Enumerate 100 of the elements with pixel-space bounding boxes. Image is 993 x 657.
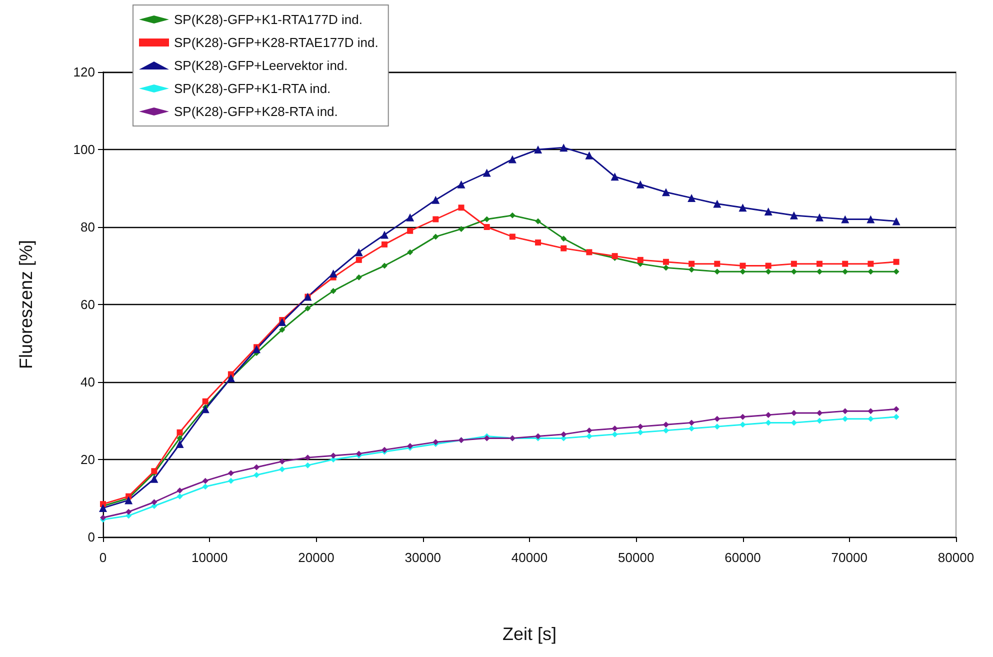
legend-label: SP(K28)-GFP+K1-RTA177D ind. bbox=[174, 12, 362, 27]
point bbox=[713, 200, 722, 208]
point bbox=[509, 234, 516, 240]
point bbox=[279, 326, 286, 333]
point bbox=[151, 499, 158, 506]
point bbox=[560, 144, 568, 152]
point bbox=[279, 458, 286, 464]
point bbox=[278, 318, 286, 326]
point bbox=[381, 241, 388, 248]
point bbox=[740, 414, 746, 420]
point bbox=[254, 472, 260, 478]
point bbox=[662, 422, 669, 428]
point bbox=[612, 431, 618, 438]
x-tick-label: 40000 bbox=[511, 550, 548, 565]
y-tick-label: 100 bbox=[73, 142, 95, 157]
point bbox=[688, 266, 695, 273]
point bbox=[458, 226, 464, 232]
point bbox=[842, 260, 848, 267]
point bbox=[279, 466, 286, 472]
point bbox=[765, 268, 772, 275]
point bbox=[176, 440, 184, 448]
point bbox=[484, 216, 490, 222]
point bbox=[457, 180, 466, 188]
point bbox=[868, 416, 874, 422]
point bbox=[893, 414, 900, 420]
point bbox=[304, 305, 311, 312]
point bbox=[381, 262, 388, 269]
point bbox=[714, 424, 720, 430]
x-tick-label: 20000 bbox=[298, 550, 334, 565]
point bbox=[407, 228, 414, 234]
point bbox=[866, 215, 875, 224]
point bbox=[484, 224, 490, 230]
point bbox=[124, 496, 133, 504]
point bbox=[228, 478, 234, 484]
point bbox=[330, 452, 336, 459]
point bbox=[765, 412, 772, 418]
point bbox=[612, 426, 618, 432]
point bbox=[688, 194, 696, 202]
point bbox=[892, 217, 900, 226]
point bbox=[458, 204, 464, 211]
point bbox=[662, 188, 670, 196]
point bbox=[534, 146, 542, 154]
point bbox=[816, 213, 824, 222]
legend-label: SP(K28)-GFP+K1-RTA ind. bbox=[174, 81, 331, 96]
point bbox=[407, 249, 414, 256]
point bbox=[637, 256, 644, 263]
point bbox=[610, 172, 619, 181]
point bbox=[868, 268, 874, 275]
point bbox=[202, 478, 208, 484]
point bbox=[842, 268, 848, 275]
point bbox=[790, 260, 797, 267]
point bbox=[714, 268, 720, 275]
point bbox=[202, 484, 208, 490]
point bbox=[740, 268, 746, 275]
point bbox=[714, 260, 720, 267]
point bbox=[176, 493, 183, 500]
point bbox=[893, 268, 900, 275]
point bbox=[740, 262, 746, 269]
point bbox=[330, 288, 336, 294]
point bbox=[508, 155, 516, 164]
point bbox=[688, 260, 695, 267]
point bbox=[560, 236, 567, 242]
point bbox=[150, 474, 158, 483]
point bbox=[893, 406, 900, 412]
x-tick-label: 50000 bbox=[618, 550, 654, 565]
point bbox=[126, 508, 132, 515]
x-tick-label: 0 bbox=[99, 550, 107, 565]
point bbox=[99, 504, 107, 512]
point bbox=[868, 408, 874, 414]
point bbox=[893, 258, 900, 265]
point bbox=[329, 270, 338, 278]
point bbox=[356, 256, 362, 263]
y-tick-label: 80 bbox=[80, 220, 95, 234]
y-tick-label: 120 bbox=[73, 64, 95, 80]
point bbox=[586, 427, 592, 434]
point bbox=[482, 168, 491, 177]
point bbox=[354, 248, 363, 256]
x-tick-label: 30000 bbox=[404, 550, 441, 565]
point bbox=[662, 258, 669, 265]
point bbox=[535, 218, 542, 224]
point bbox=[636, 180, 644, 188]
point bbox=[790, 211, 798, 220]
point bbox=[688, 420, 695, 426]
legend-label: SP(K28)-GFP+K28-RTAE177D ind. bbox=[174, 35, 378, 50]
point bbox=[560, 245, 567, 252]
point bbox=[740, 422, 746, 428]
point bbox=[406, 213, 414, 222]
legend-label: SP(K28)-GFP+Leervektor ind. bbox=[174, 58, 348, 73]
point bbox=[380, 230, 388, 239]
x-tick-label: 70000 bbox=[831, 550, 868, 565]
point bbox=[228, 470, 234, 476]
point bbox=[765, 262, 772, 269]
point bbox=[816, 418, 823, 424]
point bbox=[637, 429, 644, 436]
y-tick-label: 60 bbox=[80, 297, 95, 312]
point bbox=[585, 151, 594, 160]
point bbox=[842, 408, 848, 414]
point bbox=[535, 240, 542, 246]
point bbox=[432, 234, 439, 240]
point bbox=[252, 345, 261, 354]
